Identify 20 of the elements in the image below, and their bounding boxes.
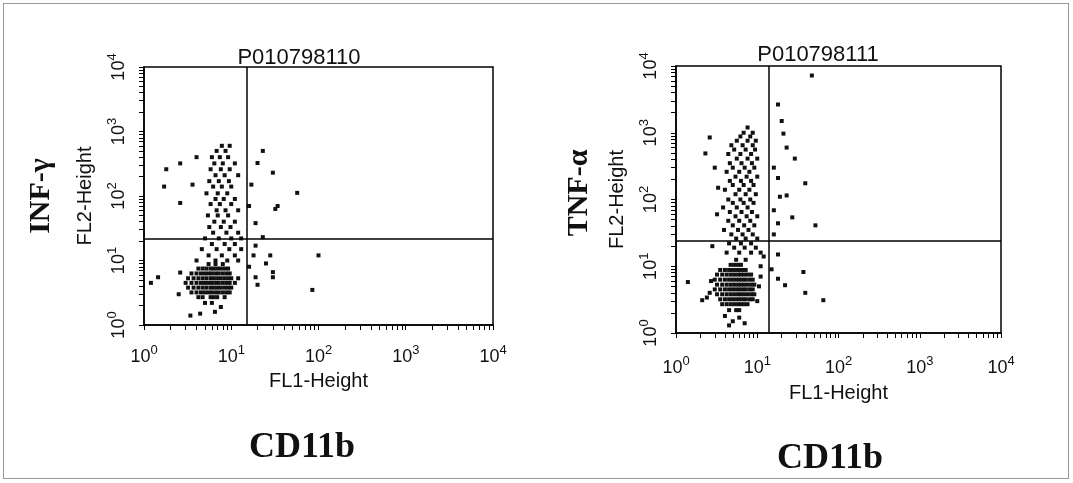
y-tick-label: 102 (104, 182, 128, 210)
y-tick-label: 102 (636, 185, 660, 214)
y-tick-label: 104 (104, 53, 128, 81)
chart-title: P010798110 (237, 43, 361, 69)
text: INF-γ (21, 158, 55, 234)
y-axis-title: FL2-Height (605, 149, 627, 249)
y-tick-label: 101 (636, 252, 660, 280)
text: CD11b (776, 436, 884, 476)
y-tick-label: 100 (636, 319, 660, 347)
y-tick-label: 100 (104, 311, 128, 339)
y-tick-label: 104 (636, 52, 660, 80)
text: CD11b (248, 425, 356, 465)
x-axis-title: FL1-Height (789, 381, 889, 403)
y-tick-label: 103 (104, 117, 128, 146)
y-tick-label: 101 (104, 246, 128, 275)
y-axis-title: FL2-Height (73, 146, 95, 246)
y-tick-label: 103 (636, 119, 660, 147)
text: TNF-α (559, 149, 593, 237)
chart-title: P010798111 (757, 40, 879, 66)
x-axis-title: FL1-Height (269, 368, 369, 391)
